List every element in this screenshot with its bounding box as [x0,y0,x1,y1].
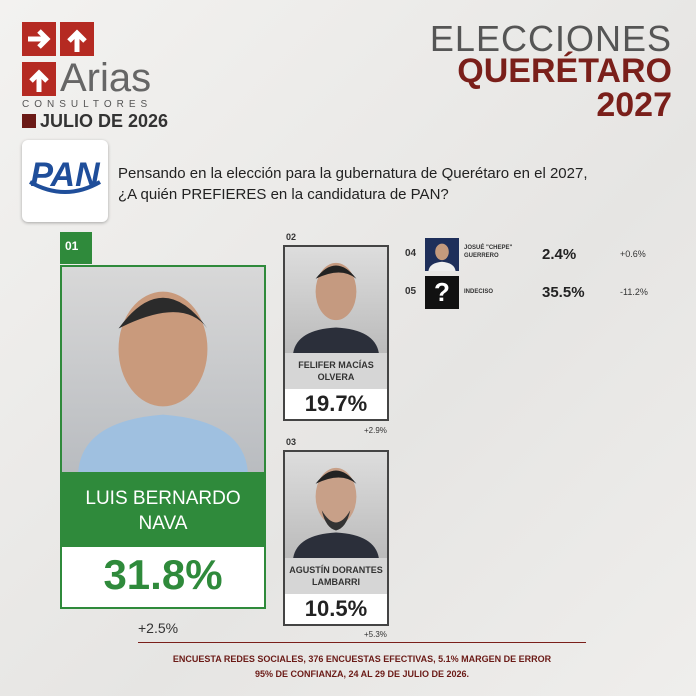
question-line: Pensando en la elección para la gubernat… [118,165,588,182]
logo-arrows [28,29,87,92]
candidate-value: 2.4% [542,246,577,263]
card: FELIFER MACÍAS OLVERA 19.7% [283,245,389,421]
footer-rule [138,642,586,643]
logo-name: Arias [60,56,152,100]
photo [285,452,387,558]
header-line: ELECCIONES [429,18,672,59]
header-line: QUERÉTARO [457,52,672,90]
photo [425,238,459,271]
rank: 02 [286,232,297,242]
photo [285,247,387,353]
candidate-value: 10.5% [304,596,368,621]
date-square [22,114,36,128]
photo [62,267,264,472]
rank: 05 [405,286,417,297]
footer-line: ENCUESTA REDES SOCIALES, 376 ENCUESTAS E… [172,654,552,664]
candidate-name: AGUSTÍN DORANTES LAMBARRI [285,558,387,594]
candidate-change: +0.6% [620,249,646,259]
date: JULIO DE 2026 [40,111,169,131]
question-line: ¿A quién PREFIERES en la candidatura de … [118,186,449,203]
candidate-change: +2.5% [138,620,179,636]
footer: ENCUESTA REDES SOCIALES, 376 ENCUESTAS E… [100,652,624,682]
candidate-name: INDECISO [464,289,494,295]
candidate-name: LUIS BERNARDO NAVA [62,472,264,547]
rank: 04 [405,248,417,259]
rank: 03 [286,437,297,447]
party-name: PAN [30,156,100,194]
logo-subtitle: CONSULTORES [22,99,153,110]
header-line: 2027 [596,86,672,124]
footer-line: 95% DE CONFIANZA, 24 AL 29 DE JULIO DE 2… [254,669,470,679]
candidate-change: +2.9% [364,426,387,435]
question: Pensando en la elección para la gubernat… [118,163,588,205]
card: AGUSTÍN DORANTES LAMBARRI 10.5% [283,450,389,626]
party-arc [29,180,101,194]
rank-tab: 01 [60,232,92,264]
unknown-icon: ? [425,276,459,309]
candidate-name: FELIFER MACÍAS OLVERA [285,353,387,389]
party-logo: PAN [22,140,108,222]
candidate-value: 31.8% [103,551,223,598]
candidate-value: 19.7% [304,391,368,416]
candidate-name: JOSUÉ "CHEPE" GUERRERO [464,245,513,259]
candidate-change: +5.3% [364,630,387,639]
candidate-value: 35.5% [542,284,585,301]
card: LUIS BERNARDO NAVA 31.8% [60,265,266,609]
candidate-change: -11.2% [620,287,648,297]
